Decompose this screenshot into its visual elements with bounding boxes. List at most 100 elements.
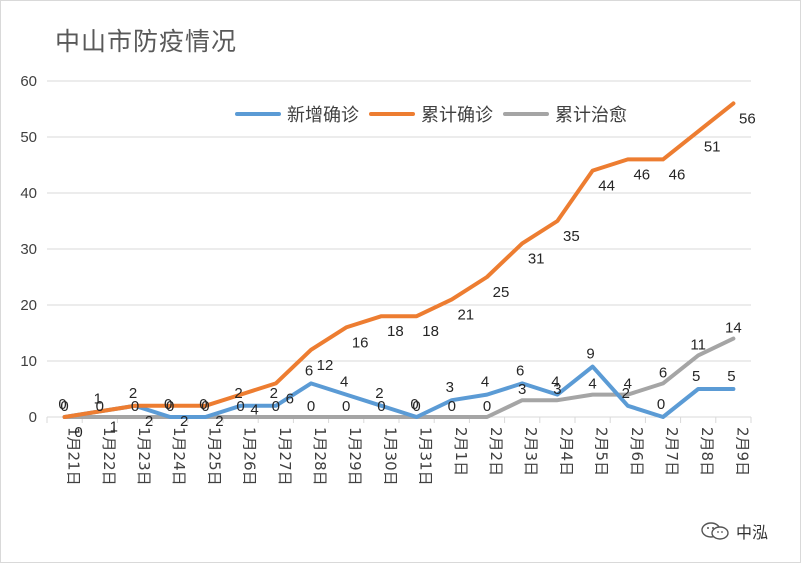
data-label: 16 bbox=[352, 334, 369, 351]
data-label: 2 bbox=[234, 385, 242, 402]
data-label: 2 bbox=[622, 385, 630, 402]
x-category-label: 1月28日 bbox=[311, 427, 329, 486]
x-category-label: 1月25日 bbox=[205, 427, 223, 486]
series-line-1 bbox=[62, 101, 736, 419]
x-category-label: 1月21日 bbox=[65, 427, 83, 486]
data-label: 0 bbox=[164, 396, 172, 413]
x-category-label: 1月26日 bbox=[241, 427, 259, 486]
x-category-label: 2月3日 bbox=[522, 427, 540, 476]
data-label: 0 bbox=[236, 398, 244, 415]
data-label: 3 bbox=[553, 381, 561, 398]
data-label: 14 bbox=[725, 320, 742, 337]
x-category-label: 2月9日 bbox=[733, 427, 751, 476]
data-label: 0 bbox=[96, 398, 104, 415]
data-label: 9 bbox=[586, 346, 594, 363]
data-label: 25 bbox=[493, 284, 510, 301]
y-tick-label: 50 bbox=[20, 129, 37, 146]
data-label: 0 bbox=[307, 398, 315, 415]
data-label: 0 bbox=[131, 398, 139, 415]
data-label: 11 bbox=[690, 336, 706, 353]
data-label: 6 bbox=[516, 362, 524, 379]
data-label: 35 bbox=[563, 228, 580, 245]
data-label: 6 bbox=[305, 362, 313, 379]
legend-label-0: 新增确诊 bbox=[287, 105, 359, 126]
data-label: 4 bbox=[340, 374, 348, 391]
legend-swatch-1 bbox=[369, 112, 415, 116]
data-label: 18 bbox=[422, 323, 439, 340]
chart-title: 中山市防疫情况 bbox=[55, 27, 238, 56]
data-label: 0 bbox=[199, 396, 207, 413]
data-label: 0 bbox=[410, 396, 418, 413]
data-label: 56 bbox=[739, 110, 756, 127]
wechat-icon bbox=[701, 522, 729, 540]
data-label: 12 bbox=[317, 357, 334, 374]
x-category-label: 2月2日 bbox=[487, 427, 505, 476]
x-category-label: 1月31日 bbox=[417, 427, 435, 486]
data-label: 0 bbox=[342, 398, 350, 415]
legend-item-series-2: 累计治愈 bbox=[503, 101, 627, 127]
x-category-label: 2月7日 bbox=[663, 427, 681, 476]
data-label: 4 bbox=[588, 376, 596, 393]
data-label: 0 bbox=[60, 398, 68, 415]
data-label: 4 bbox=[481, 374, 489, 391]
x-category-label: 2月4日 bbox=[557, 427, 575, 476]
x-category-label: 1月30日 bbox=[381, 427, 399, 486]
data-label: 0 bbox=[166, 398, 174, 415]
data-label: 5 bbox=[692, 368, 700, 385]
data-label: 0 bbox=[483, 398, 491, 415]
data-label: 0 bbox=[377, 398, 385, 415]
data-label: 46 bbox=[669, 166, 686, 183]
x-category-label: 1月29日 bbox=[346, 427, 364, 486]
x-category-label: 2月6日 bbox=[628, 427, 646, 476]
data-label: 51 bbox=[704, 138, 721, 155]
y-tick-label: 60 bbox=[20, 73, 37, 90]
data-label: 0 bbox=[58, 396, 66, 413]
data-label: 5 bbox=[727, 368, 735, 385]
legend-label-1: 累计确诊 bbox=[421, 105, 493, 126]
data-label: 31 bbox=[528, 250, 545, 267]
x-category-label: 2月1日 bbox=[452, 427, 470, 476]
legend-label-2: 累计治愈 bbox=[555, 105, 627, 126]
data-label: 3 bbox=[446, 379, 454, 396]
data-label: 21 bbox=[457, 306, 474, 323]
data-label: 0 bbox=[448, 398, 456, 415]
legend-swatch-0 bbox=[235, 112, 281, 116]
data-label: 46 bbox=[633, 166, 650, 183]
data-label: 2 bbox=[145, 413, 153, 430]
watermark-text: 中泓 bbox=[736, 523, 769, 542]
data-label: 1 bbox=[110, 418, 118, 435]
data-label: 2 bbox=[180, 413, 188, 430]
x-category-label: 2月8日 bbox=[698, 427, 716, 476]
data-label: 2 bbox=[270, 385, 278, 402]
x-category-label: 1月22日 bbox=[100, 427, 118, 486]
data-label: 6 bbox=[659, 364, 667, 381]
data-label: 1 bbox=[94, 390, 102, 407]
chart-legend: 新增确诊 累计确诊 累计治愈 bbox=[235, 101, 637, 127]
data-label: 0 bbox=[412, 398, 420, 415]
data-label: 6 bbox=[286, 390, 294, 407]
y-tick-label: 10 bbox=[20, 353, 37, 370]
data-label: 0 bbox=[201, 398, 209, 415]
data-label: 3 bbox=[518, 381, 526, 398]
data-label: 2 bbox=[215, 413, 223, 430]
x-category-label: 1月27日 bbox=[276, 427, 294, 486]
x-category-label: 2月5日 bbox=[593, 427, 611, 476]
y-tick-label: 20 bbox=[20, 297, 37, 314]
data-label: 44 bbox=[598, 178, 615, 195]
y-tick-label: 30 bbox=[20, 241, 37, 258]
legend-item-series-0: 新增确诊 bbox=[235, 101, 359, 127]
legend-item-series-1: 累计确诊 bbox=[369, 101, 493, 127]
y-tick-label: 40 bbox=[20, 185, 37, 202]
data-label: 2 bbox=[129, 385, 137, 402]
y-tick-label: 0 bbox=[29, 409, 37, 426]
x-category-label: 1月23日 bbox=[135, 427, 153, 486]
legend-swatch-2 bbox=[503, 112, 549, 116]
data-label: 18 bbox=[387, 323, 404, 340]
data-label: 4 bbox=[551, 374, 559, 391]
data-label: 0 bbox=[272, 398, 280, 415]
watermark: 中泓 bbox=[700, 519, 768, 543]
series-line-0 bbox=[62, 364, 736, 419]
data-label: 4 bbox=[250, 402, 258, 419]
